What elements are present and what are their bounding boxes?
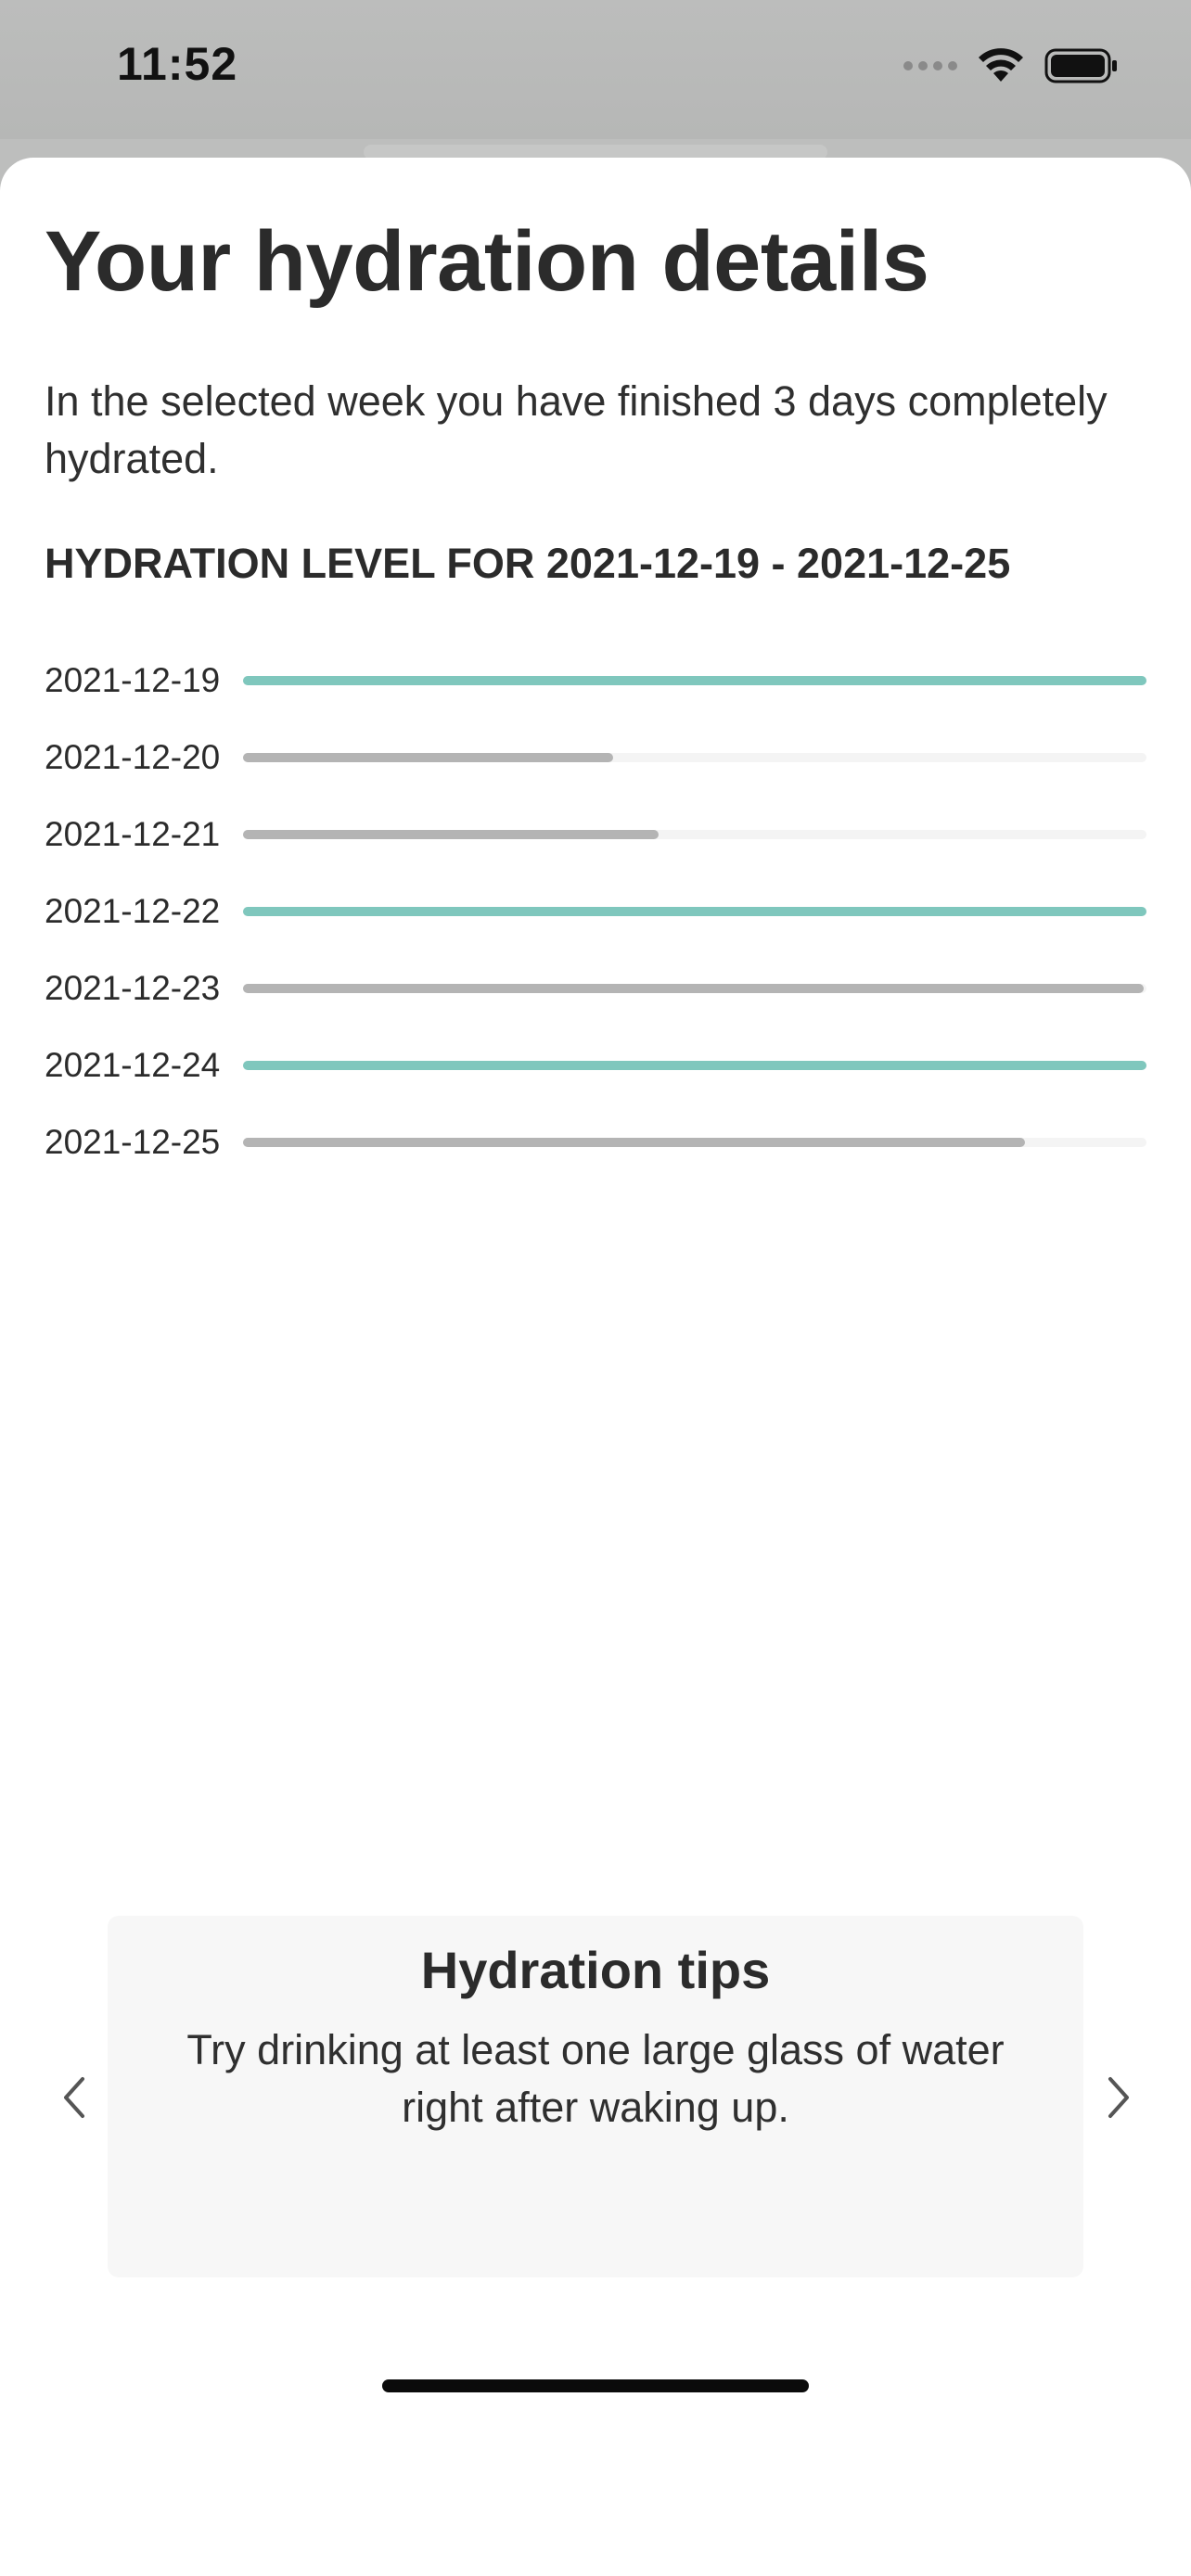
chevron-right-icon	[1108, 2077, 1129, 2118]
day-label: 2021-12-19	[45, 660, 221, 699]
previous-tip-button[interactable]	[46, 2060, 102, 2135]
tips-title: Hydration tips	[420, 1941, 771, 1999]
hydration-bar-fill	[243, 1137, 1025, 1147]
tip-text: Try drinking at least one large glass of…	[186, 2026, 1005, 2131]
section-heading: HYDRATION LEVEL FOR 2021-12-19 - 2021-12…	[45, 540, 1011, 587]
hydration-bar-track	[243, 675, 1146, 685]
next-tip-button[interactable]	[1091, 2060, 1146, 2135]
hydration-bar-fill	[243, 906, 1146, 916]
page-title: Your hydration details	[45, 214, 929, 309]
hydration-bar-fill	[243, 1060, 1146, 1070]
day-label: 2021-12-23	[45, 968, 221, 1007]
day-row: 2021-12-20	[45, 719, 1146, 796]
hydration-tips-card: Hydration tips Try drinking at least one…	[108, 1916, 1083, 2277]
hydration-summary: In the selected week you have finished 3…	[45, 377, 1108, 482]
day-row: 2021-12-25	[45, 1103, 1146, 1180]
day-row: 2021-12-22	[45, 873, 1146, 950]
hydration-bar-track	[243, 1137, 1146, 1147]
status-bar: 11:52	[0, 0, 1191, 139]
wifi-icon	[978, 48, 1024, 83]
hydration-bar-track	[243, 983, 1146, 993]
day-label: 2021-12-20	[45, 737, 221, 776]
day-label: 2021-12-24	[45, 1045, 221, 1084]
day-label: 2021-12-25	[45, 1122, 221, 1161]
hydration-bar-fill	[243, 752, 614, 762]
hydration-bar-fill	[243, 675, 1146, 685]
day-label: 2021-12-22	[45, 891, 221, 930]
status-time: 11:52	[117, 38, 238, 90]
day-row: 2021-12-23	[45, 950, 1146, 1027]
hydration-bar-track	[243, 829, 1146, 839]
sheet-grabber[interactable]	[364, 145, 827, 159]
hydration-bar-track	[243, 1060, 1146, 1070]
status-icons	[903, 43, 1119, 89]
hydration-level-list: 2021-12-19 2021-12-20 2021-12-21 2021-12…	[45, 642, 1146, 1180]
home-indicator[interactable]	[382, 2379, 809, 2392]
day-row: 2021-12-24	[45, 1027, 1146, 1103]
hydration-bar-fill	[243, 983, 1145, 993]
hydration-bar-fill	[243, 829, 660, 839]
day-row: 2021-12-19	[45, 642, 1146, 719]
day-row: 2021-12-21	[45, 796, 1146, 873]
hydration-bar-track	[243, 752, 1146, 762]
hydration-bar-track	[243, 906, 1146, 916]
battery-icon	[1044, 47, 1119, 84]
cellular-signal-icon	[903, 61, 957, 70]
day-label: 2021-12-21	[45, 814, 221, 853]
chevron-left-icon	[64, 2077, 84, 2118]
